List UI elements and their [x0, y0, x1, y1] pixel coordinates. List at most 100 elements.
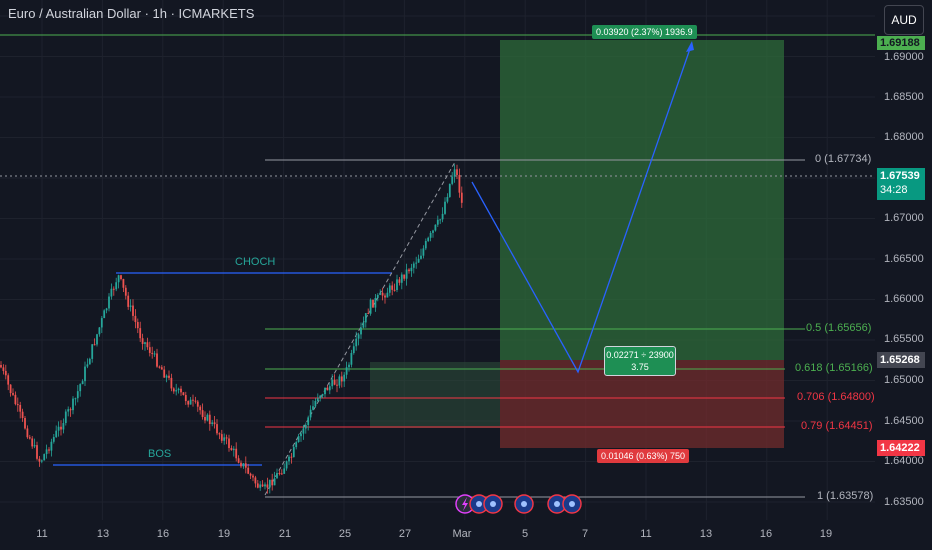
risk-reward-line2: 3.75	[631, 362, 649, 372]
australia-flag-icon[interactable]	[547, 494, 567, 514]
candle-body	[415, 262, 418, 264]
time-tick: 16	[156, 528, 170, 540]
australia-flag-icon[interactable]	[483, 494, 503, 514]
bos-label: BOS	[148, 448, 172, 460]
time-tick: 7	[581, 528, 589, 540]
candle-body	[384, 295, 386, 298]
candle-body	[2, 367, 5, 371]
candle-body	[120, 275, 122, 280]
candle-body	[124, 287, 127, 296]
candle-body	[192, 399, 194, 401]
australia-flag-icon[interactable]	[562, 494, 582, 514]
candle-body	[268, 479, 271, 488]
candle-body	[64, 411, 67, 424]
candle-body	[115, 282, 118, 290]
candle-body	[276, 472, 278, 479]
candle-body	[127, 295, 130, 307]
candle-body	[201, 410, 204, 417]
candle-body	[146, 342, 149, 348]
symbol-title[interactable]: Euro / Australian Dollar · 1h · ICMARKET…	[8, 6, 255, 21]
projected-path[interactable]	[471, 42, 693, 374]
stop-label: 0.01046 (0.63%) 750	[597, 449, 690, 463]
candle-body	[144, 342, 146, 344]
candle-body	[96, 334, 98, 345]
fib-label-0-5: 0.5 (1.65656)	[806, 322, 872, 334]
currency-button[interactable]: AUD	[884, 5, 924, 35]
candle-body	[429, 232, 432, 238]
candle-body	[60, 426, 62, 430]
candle-body	[26, 428, 29, 438]
candle-body	[427, 237, 430, 242]
candle-body	[300, 433, 302, 437]
candle-body	[28, 437, 31, 439]
candle-body	[391, 285, 394, 290]
candle-body	[408, 269, 410, 272]
candle-body	[40, 460, 43, 462]
current-price-badge: 1.67539 34:28	[877, 168, 925, 200]
candle-body	[108, 296, 110, 309]
candle-body	[158, 366, 161, 368]
candle-body	[184, 395, 187, 402]
candle-body	[7, 375, 10, 385]
candle-body	[432, 230, 434, 233]
profit-zone[interactable]	[500, 40, 784, 360]
australia-flag-icon[interactable]	[469, 494, 489, 514]
event-icons-row	[455, 494, 582, 514]
candle-body	[312, 406, 314, 410]
candle-body	[177, 388, 180, 391]
candle-body	[290, 456, 293, 458]
candle-body	[216, 424, 218, 434]
candle-body	[43, 454, 46, 461]
candle-body	[304, 425, 307, 429]
candle-body	[456, 169, 458, 175]
candle-body	[57, 426, 60, 431]
candle-body	[129, 305, 132, 307]
candle-body	[110, 288, 113, 297]
candle-body	[271, 479, 274, 486]
trend-line[interactable]	[264, 161, 456, 496]
candle-body	[396, 279, 398, 291]
candle-body	[266, 484, 269, 488]
candle-body	[208, 414, 211, 424]
price-tick: 1.65000	[884, 374, 924, 386]
candle-body	[336, 384, 338, 386]
time-tick: 16	[759, 528, 773, 540]
risk-reward-line1: 0.02271 ÷ 23900	[606, 350, 674, 360]
candle-body	[204, 416, 206, 421]
candle-body	[240, 462, 242, 467]
candle-body	[362, 322, 365, 328]
choch-label: CHOCH	[235, 256, 276, 268]
australia-flag-icon[interactable]	[514, 494, 534, 514]
candle-body	[319, 395, 322, 399]
candle-body	[206, 414, 209, 421]
candle-body	[338, 376, 341, 386]
candle-body	[400, 274, 403, 283]
candle-body	[218, 433, 221, 435]
candle-body	[297, 436, 300, 443]
candle-body	[24, 418, 26, 429]
candle-body	[249, 473, 252, 476]
candle-body	[285, 461, 288, 469]
candle-body	[84, 366, 86, 382]
candle-body	[343, 374, 346, 382]
candle-body	[292, 447, 295, 458]
candle-body	[141, 338, 144, 344]
candle-body	[453, 169, 456, 177]
candle-body	[100, 318, 103, 328]
candle-body	[350, 352, 353, 365]
candle-body	[381, 292, 384, 296]
candle-body	[444, 201, 446, 214]
entry-price-badge: 1.65268	[877, 352, 925, 368]
candle-body	[348, 364, 350, 368]
risk-reward-box[interactable]: 0.02271 ÷ 23900 3.75	[604, 346, 676, 376]
candle-body	[187, 401, 190, 405]
candle-body	[88, 358, 91, 365]
candle-body	[48, 449, 50, 451]
candle-body	[91, 344, 94, 359]
candle-body	[220, 434, 223, 441]
candle-body	[364, 313, 367, 323]
current-price-value: 1.67539	[880, 170, 920, 182]
candle-body	[228, 438, 230, 449]
